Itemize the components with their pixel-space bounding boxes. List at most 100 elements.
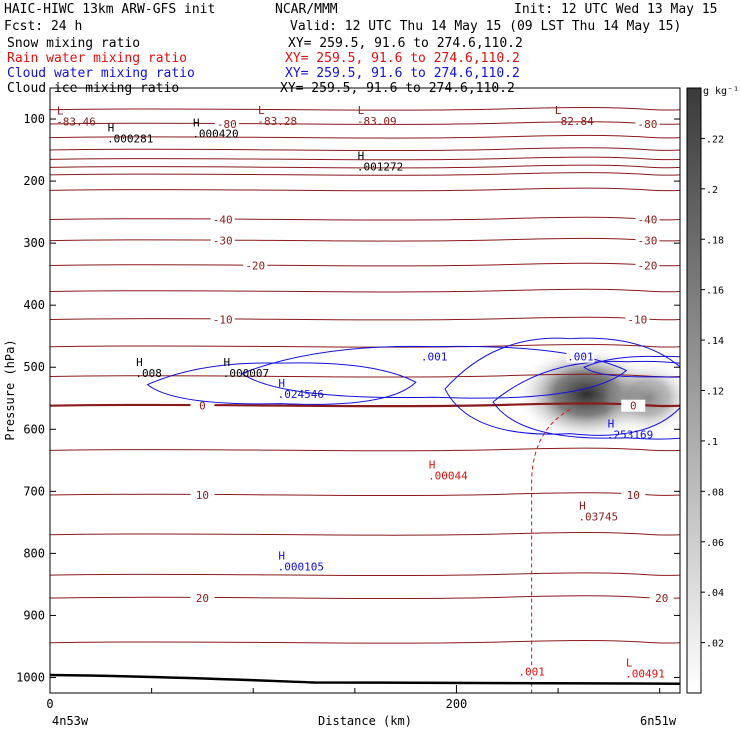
isotherm-label-bg [190,592,215,605]
extremum-value: .03745 [578,510,618,523]
y-tick-label: 900 [23,608,45,622]
rain-label: .001 [518,665,545,678]
x-axis: 0 200 [46,685,661,711]
isotherm-line [50,373,680,378]
colorbar-tick-label: .14 [706,336,724,347]
y-tick-label: 500 [23,360,45,374]
extremum-value: -83.28 [257,115,297,128]
colorbar: g kg⁻¹ .02 .04 .06 .08 .1 .12 .14 .16 .18 .2 .22 [686,86,739,694]
init-time: Init: 12 UTC Wed 13 May 15 [514,2,718,17]
isotherm-label: -20 [638,259,658,272]
isotherm-label: -80 [217,118,237,131]
cloud-water-label: .001 [421,351,448,364]
extremum-value: -83.09 [357,115,397,128]
isotherm-label-bg [635,259,660,272]
extremum-marker: H [278,377,285,390]
x-endpoint-right: 6n51w [640,714,677,728]
isotherm-label: 0 [199,400,206,413]
extremum-marker: H [358,149,365,162]
colorbar-unit: g kg⁻¹ [703,86,739,97]
y-tick-label: 100 [23,112,45,126]
isotherm-label-bg [190,399,215,412]
isotherm-line [50,134,680,139]
field-name-cloud-water: Cloud water mixing ratio [7,66,195,81]
y-tick-label: 700 [23,484,45,498]
isotherm-line [50,316,680,321]
forecast-hour: Fcst: 24 h [4,19,82,34]
isotherm-label: -40 [638,214,658,227]
isotherm-label: -20 [245,259,265,272]
isotherm-label: 20 [196,592,209,605]
isotherm-label-bg [210,234,235,247]
extremum-marker: L [555,104,562,117]
isotherm-label: -40 [213,214,233,227]
colorbar-tick-label: .02 [706,639,724,650]
cloud-water-label: .001 [567,351,594,364]
extremum-value: -82.84 [554,115,594,128]
extremum-value: .008 [135,367,162,380]
isotherm-label: -30 [213,235,233,248]
isotherm-label: -30 [638,235,658,248]
y-tick-label: 600 [23,422,45,436]
plot-area: -80 -80 -40 -40 -30 -30 -20 -20 -10 -10 0 0 10 10 20 20… [50,104,680,693]
colorbar-tick-label: .16 [706,286,724,297]
colorbar-ramp [686,87,702,694]
isotherm-label: 20 [655,592,668,605]
isotherm-label: 10 [196,489,209,502]
isotherm-label-bg [621,489,646,502]
plot-frame [49,87,681,694]
extremum-value: .024546 [278,388,324,401]
extremum-marker: L [258,104,265,117]
extremum-marker: H [108,121,115,134]
isotherm-line [50,288,680,293]
rain-label-bg [517,665,546,678]
extremum-marker: H [278,550,285,563]
x-tick-label: 200 [446,697,468,711]
isotherm-line [50,447,680,452]
isotherm-line [50,492,680,496]
extremum-marker: H [608,417,615,430]
cloud-water-contour [146,362,417,405]
isotherm-line [50,164,680,169]
isotherm-line [50,172,680,176]
isotherm-line [50,532,680,536]
isotherm-line [50,262,680,267]
isotherm-label-bg [210,313,235,326]
isotherm-label-bg [635,117,660,130]
colorbar-tick-label: .04 [706,588,724,599]
isotherm-label: 0 [630,400,637,413]
isotherm-line [50,216,680,221]
extremum-marker: L [358,104,365,117]
cloud-water-label-bg [420,350,449,363]
isotherm-line [50,572,680,577]
x-axis-label: Distance (km) [318,714,412,728]
y-tick-label: 1000 [16,670,45,684]
extremum-value: .000105 [278,561,324,574]
isotherm-label-bg [210,213,235,226]
x-endpoint-left: 4n53w [52,714,89,728]
y-tick-label: 800 [23,546,45,560]
isotherm-label: -10 [213,313,233,326]
isotherm-line [50,106,680,111]
y-tick-label: 300 [23,236,45,250]
cloud-water-contour [444,337,680,436]
cloud-water-contour [492,360,680,440]
y-axis-label: Pressure (hPa) [3,339,17,440]
isotherm-line [50,639,680,644]
extremum-marker: H [429,458,436,471]
isotherm-label-bg [243,259,268,272]
valid-time: Valid: 12 UTC Thu 14 May 15 (09 LST Thu … [290,19,681,34]
isotherm-line [50,147,680,151]
isotherm-label-bg [621,399,646,412]
field-xy-snow: XY= 259.5, 91.6 to 274.6,110.2 [288,36,523,51]
colorbar-tick-label: .12 [706,387,724,398]
isotherm-label-bg [635,234,660,247]
extremum-value: .000420 [192,127,238,140]
extremum-marker: H [579,499,586,512]
field-name-snow: Snow mixing ratio [7,36,140,51]
isotherm-line [50,187,680,192]
extremum-value: .000007 [223,367,269,380]
isotherm-label: -80 [638,118,658,131]
field-name-rain: Rain water mixing ratio [7,51,187,66]
extremum-marker: H [193,116,200,129]
